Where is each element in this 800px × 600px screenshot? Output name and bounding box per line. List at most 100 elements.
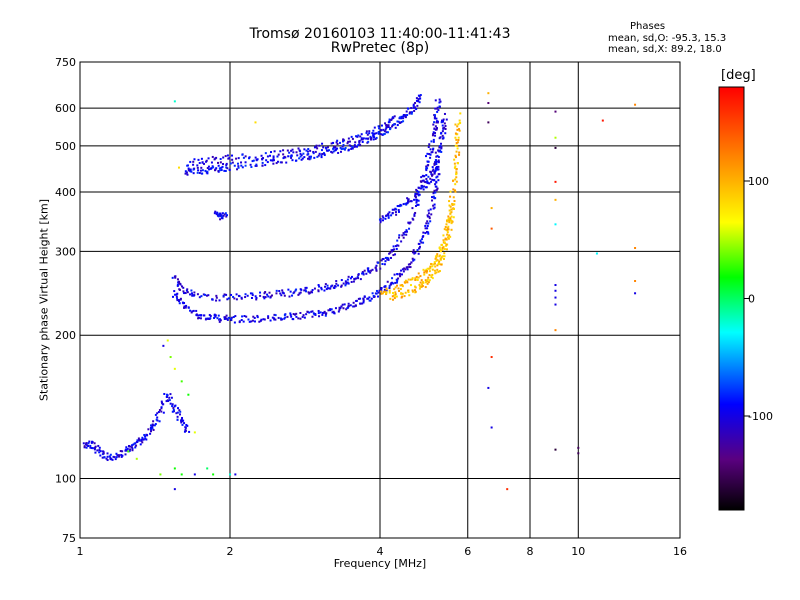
trace-point	[178, 288, 181, 291]
trace-point	[385, 288, 388, 291]
trace-point	[357, 297, 360, 300]
trace-point	[362, 272, 365, 275]
trace-point	[273, 318, 276, 321]
trace-point	[309, 157, 312, 160]
trace-point	[402, 117, 405, 120]
trace-point	[353, 305, 356, 308]
trace-point	[181, 417, 184, 420]
trace-point	[323, 154, 326, 157]
trace-point	[214, 169, 217, 172]
scatter-point	[490, 207, 493, 210]
trace-point	[346, 307, 349, 310]
trace-point	[183, 302, 186, 305]
trace-point	[296, 154, 299, 157]
trace-point	[448, 200, 451, 203]
trace-point	[284, 316, 287, 319]
trace-point	[135, 441, 138, 444]
trace-point	[198, 171, 201, 174]
trace-point	[393, 115, 396, 118]
trace-point	[437, 270, 440, 273]
trace-point	[106, 455, 109, 458]
trace-point	[160, 407, 163, 410]
trace-point	[392, 123, 395, 126]
trace-point	[216, 211, 219, 214]
trace-point	[275, 162, 278, 165]
trace-point	[367, 140, 370, 143]
trace-point	[431, 199, 434, 202]
trace-point	[440, 263, 443, 266]
trace-point	[344, 146, 347, 149]
trace-point	[186, 173, 189, 176]
trace-point	[263, 318, 266, 321]
trace-point	[401, 234, 404, 237]
trace-point	[396, 120, 399, 123]
trace-point	[87, 442, 90, 445]
trace-point	[442, 120, 445, 123]
trace-point	[94, 446, 97, 449]
trace-point	[432, 133, 435, 136]
trace-point	[121, 450, 124, 453]
trace-point	[218, 167, 221, 170]
trace-point	[183, 305, 186, 308]
trace-point	[371, 268, 374, 271]
trace-point	[210, 167, 213, 170]
trace-point	[453, 203, 456, 206]
trace-point	[283, 313, 286, 316]
colorbar-tick-label: 100	[748, 175, 769, 188]
trace-point	[221, 165, 224, 168]
trace-point	[141, 441, 144, 444]
trace-point	[437, 161, 440, 164]
trace-point	[372, 129, 375, 132]
trace-point	[425, 270, 428, 273]
trace-point	[445, 223, 448, 226]
trace-point	[271, 316, 274, 319]
trace-point	[401, 292, 404, 295]
trace-point	[261, 161, 264, 164]
trace-point	[408, 111, 411, 114]
trace-point	[458, 119, 461, 122]
trace-point	[264, 164, 267, 167]
y-tick-label: 300	[55, 245, 76, 258]
trace-point	[414, 278, 417, 281]
trace-point	[444, 128, 447, 131]
trace-point	[446, 231, 449, 234]
trace-point	[422, 231, 425, 234]
trace-point	[147, 428, 150, 431]
trace-point	[377, 291, 380, 294]
trace-point	[367, 267, 370, 270]
trace-point	[224, 316, 227, 319]
trace-point	[321, 142, 324, 145]
trace-point	[417, 98, 420, 101]
trace-point	[417, 276, 420, 279]
trace-point	[357, 134, 360, 137]
trace-point	[427, 232, 430, 235]
trace-point	[433, 262, 436, 265]
trace-point	[436, 121, 439, 124]
trace-point	[282, 149, 285, 152]
trace-point	[390, 214, 393, 217]
trace-point	[311, 315, 314, 318]
trace-point	[391, 117, 394, 120]
scatter-point	[162, 344, 165, 347]
trace-point	[458, 128, 461, 131]
trace-point	[217, 170, 220, 173]
trace-point	[347, 305, 350, 308]
trace-point	[379, 220, 382, 223]
trace-point	[409, 263, 412, 266]
trace-point	[144, 437, 147, 440]
trace-point	[259, 294, 262, 297]
trace-point	[251, 319, 254, 322]
scatter-point	[554, 284, 557, 287]
trace-point	[395, 208, 398, 211]
trace-point	[85, 442, 88, 445]
trace-point	[102, 452, 105, 455]
trace-point	[98, 446, 101, 449]
trace-point	[426, 214, 429, 217]
trace-point	[307, 152, 310, 155]
trace-point	[399, 284, 402, 287]
trace-point	[417, 272, 420, 275]
trace-point	[401, 284, 404, 287]
phase-stats-heading: Phases	[630, 21, 666, 32]
trace-point	[151, 425, 154, 428]
y-tick-label: 200	[55, 329, 76, 342]
